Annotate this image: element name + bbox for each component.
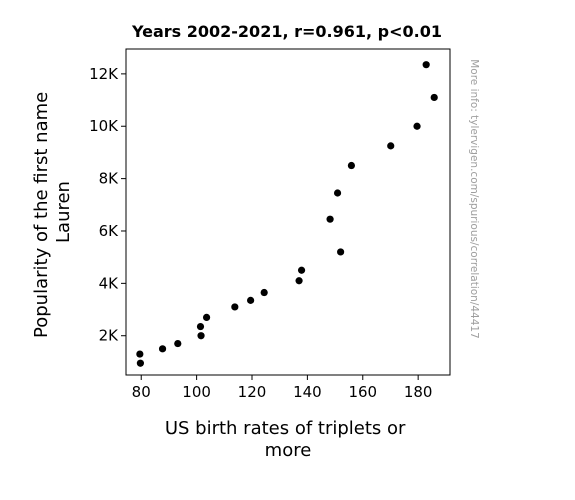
data-point — [196, 322, 205, 331]
data-point — [387, 142, 395, 150]
x-tick-label: 120 — [238, 383, 267, 401]
x-axis-label-line-1: US birth rates of triplets or — [165, 418, 406, 439]
plot-area — [125, 48, 451, 376]
y-tick-label: 8K — [99, 170, 120, 188]
x-axis-label: US birth rates of triplets or more — [165, 418, 411, 461]
data-point — [247, 296, 255, 304]
data-point — [430, 93, 438, 102]
data-point — [260, 288, 268, 297]
data-point — [347, 161, 356, 170]
y-tick-label: 4K — [99, 274, 120, 292]
x-tick-label: 180 — [404, 383, 433, 401]
data-point — [422, 61, 430, 69]
data-point — [413, 122, 421, 130]
data-point — [326, 215, 334, 223]
watermark: More info: tylervigen.com/spurious/corre… — [468, 59, 480, 339]
data-point — [174, 339, 182, 348]
y-tick-label: 12K — [89, 65, 119, 83]
data-point — [295, 277, 303, 285]
y-tick-label: 10K — [89, 117, 119, 135]
data-points — [136, 61, 438, 367]
y-axis-label-line-1: Popularity of the first name — [31, 92, 52, 338]
plot-frame — [125, 48, 451, 376]
x-tick-label: 160 — [348, 383, 377, 401]
x-axis-label-line-2: more — [265, 440, 312, 461]
data-point — [231, 303, 239, 311]
data-point — [136, 350, 144, 358]
y-axis-label: Popularity of the first name Lauren — [31, 86, 74, 338]
y-tick-label: 6K — [99, 222, 120, 240]
y-axis-ticks: 2K 4K 6K 8K 10K 12K — [89, 65, 126, 345]
x-axis-ticks: 80 100 120 140 160 180 — [132, 375, 433, 401]
data-point — [136, 359, 144, 367]
y-axis-label-line-2: Lauren — [53, 181, 74, 243]
x-tick-label: 140 — [293, 383, 322, 401]
data-point — [337, 248, 345, 256]
data-point — [202, 313, 211, 321]
data-point — [197, 332, 205, 340]
x-tick-label: 100 — [182, 383, 211, 401]
y-tick-label: 2K — [99, 327, 120, 345]
data-point — [297, 266, 306, 274]
data-point — [158, 345, 167, 353]
chart-title: Years 2002-2021, r=0.961, p<0.01 — [131, 22, 442, 41]
x-tick-label: 80 — [132, 383, 151, 401]
data-point — [333, 189, 342, 197]
